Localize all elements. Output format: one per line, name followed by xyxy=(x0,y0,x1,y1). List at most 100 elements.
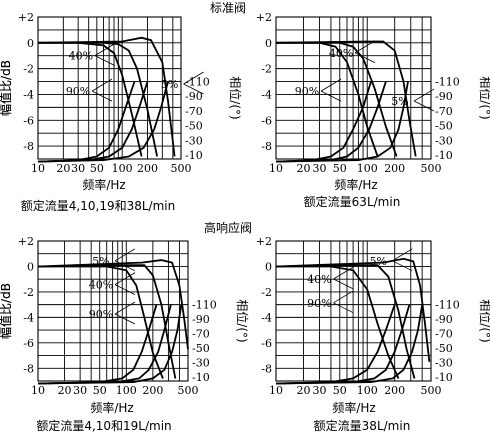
amplitude-curve-5pct xyxy=(275,257,431,363)
y-left-axis-label: 幅值比/dB xyxy=(0,283,13,339)
annotation-40pct: 40% xyxy=(69,50,93,63)
y-right-tick-label: -10 xyxy=(435,149,453,162)
annotation-leader xyxy=(354,52,376,64)
amplitude-curve-90pct xyxy=(38,265,164,379)
y-right-tick-label: -50 xyxy=(185,120,203,133)
y-left-tick-label: -6 xyxy=(261,114,272,127)
x-axis-label: 频率/Hz xyxy=(334,177,377,192)
annotation-leader xyxy=(94,43,116,56)
annotation-leader xyxy=(413,88,435,102)
y-left-tick-label: 0 xyxy=(265,37,272,50)
x-tick-label: 30 xyxy=(313,384,327,397)
y-left-tick-label: +2 xyxy=(18,11,34,24)
phase-curve-40pct xyxy=(275,304,411,385)
x-tick-label: 20 xyxy=(58,384,72,397)
y-left-tick-label: -8 xyxy=(261,140,272,153)
y-right-tick-label: -70 xyxy=(435,328,453,341)
y-left-tick-label: -4 xyxy=(23,88,34,101)
y-left-axis-label: 幅值比/dB xyxy=(0,60,13,116)
annotation-leader xyxy=(183,83,204,95)
y-left-tick-label: +2 xyxy=(18,235,34,248)
chart-caption: 额定流量63L/min xyxy=(304,194,401,209)
y-left-tick-label: -4 xyxy=(23,311,34,324)
annotation-90pct: 90% xyxy=(66,85,90,98)
x-axis-label: 频率/Hz xyxy=(90,400,133,415)
y-right-tick-label: -70 xyxy=(185,105,203,118)
x-tick-label: 50 xyxy=(93,384,107,397)
annotation-90pct: 90% xyxy=(89,308,113,321)
annotation-leader xyxy=(114,301,136,315)
phase-curve-5pct xyxy=(37,81,169,163)
annotation-leader xyxy=(114,272,136,285)
chart-caption: 额定流量4,10和19L/min xyxy=(36,418,171,433)
y-right-tick-label: -110 xyxy=(185,76,210,89)
annotation-40pct: 40% xyxy=(307,273,331,286)
chart-panel-2: 10 20 30 50 100 200 500+20-2-4-6-8-110-90-70-5… xyxy=(0,11,490,209)
x-tick-label: 200 xyxy=(142,384,163,397)
y-right-axis-label: 相位/(°) xyxy=(478,76,490,119)
x-tick-label: 30 xyxy=(73,384,87,397)
y-right-tick-label: -50 xyxy=(435,120,453,133)
amplitude-curve-40pct xyxy=(37,264,177,379)
annotation-leader xyxy=(333,290,354,304)
x-tick-label: 100 xyxy=(112,162,133,175)
annotation-5pct: 5% xyxy=(92,255,109,268)
amplitude-curve-5pct xyxy=(37,36,176,157)
y-left-tick-label: -8 xyxy=(23,140,34,153)
x-tick-label: 500 xyxy=(178,384,199,397)
annotation-40pct: 40% xyxy=(329,47,353,60)
y-right-tick-label: -30 xyxy=(435,134,453,147)
y-left-tick-label: -6 xyxy=(261,337,272,350)
x-tick-label: 200 xyxy=(384,384,405,397)
y-left-tick-label: 0 xyxy=(27,37,34,50)
y-right-tick-label: -10 xyxy=(435,371,453,384)
y-left-tick-label: -6 xyxy=(23,337,34,350)
y-left-tick-label: -8 xyxy=(261,362,272,375)
chart-panel-4: 10 20 30 50 100 200 500+20-2-4-6-8-110-90-70-5… xyxy=(0,235,490,433)
y-left-tick-label: -8 xyxy=(23,362,34,375)
y-left-tick-label: -2 xyxy=(261,63,272,76)
charts-container: 10 20 30 50 100 200 500+20-2-4-6-8-110-90-70-5… xyxy=(0,11,490,433)
annotation-leader xyxy=(91,90,113,102)
y-right-tick-label: -90 xyxy=(435,313,453,326)
y-right-tick-label: -90 xyxy=(192,313,210,326)
x-tick-label: 100 xyxy=(357,162,378,175)
annotation-5pct: 5% xyxy=(161,78,178,91)
x-tick-label: 30 xyxy=(71,162,85,175)
annotation-5pct: 5% xyxy=(370,255,387,268)
y-left-axis-label: 幅值比/dB xyxy=(0,60,13,116)
y-left-tick-label: 0 xyxy=(27,260,34,273)
x-tick-label: 20 xyxy=(296,162,310,175)
x-tick-label: 500 xyxy=(171,162,192,175)
annotation-leader xyxy=(114,248,136,262)
x-tick-label: 50 xyxy=(333,162,347,175)
y-left-tick-label: -2 xyxy=(261,286,272,299)
chart-panel-1: 10 20 30 50 100 200 500 +2 0 -2 -4 -6 -8 -110-90 -70 -5… xyxy=(0,11,243,213)
x-tick-label: 100 xyxy=(357,384,378,397)
y-right-tick-label: -30 xyxy=(435,357,453,370)
y-right-tick-label: -110 xyxy=(192,299,217,312)
y-right-axis-label: 相位/(°) xyxy=(478,299,490,342)
y-right-tick-label: -30 xyxy=(185,134,203,147)
x-tick-label: 200 xyxy=(137,162,158,175)
plot-frame xyxy=(275,16,432,160)
phase-curve-5pct xyxy=(275,81,409,163)
y-left-axis-label: 幅值比/dB xyxy=(0,283,13,339)
x-tick-label: 50 xyxy=(333,384,347,397)
y-left-tick-label: -2 xyxy=(23,63,34,76)
y-right-axis-label: 相位/(°) xyxy=(228,76,243,119)
y-right-axis-label: 相位/(°) xyxy=(235,299,250,342)
amplitude-curve-40pct xyxy=(38,41,158,157)
section-title-high-response: 高响应阀 xyxy=(204,220,252,235)
y-right-tick-label: -90 xyxy=(435,90,453,103)
amplitude-curve-5pct xyxy=(275,40,417,157)
annotation-leader xyxy=(320,90,342,102)
x-tick-label: 50 xyxy=(90,162,104,175)
x-tick-label: 10 xyxy=(269,384,283,397)
y-right-tick-label: -10 xyxy=(192,371,210,384)
section-title-standard: 标准阀 xyxy=(210,1,246,15)
annotation-40pct: 40% xyxy=(89,279,113,292)
annotation-leader xyxy=(114,313,136,325)
y-left-tick-label: +2 xyxy=(256,11,272,24)
y-right-tick-label: -110 xyxy=(435,76,460,89)
